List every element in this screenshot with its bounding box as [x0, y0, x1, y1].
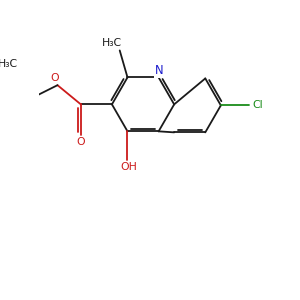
Text: N: N: [155, 64, 164, 77]
Text: H₃C: H₃C: [0, 59, 18, 69]
Text: OH: OH: [120, 162, 137, 172]
Text: Cl: Cl: [252, 100, 263, 110]
Text: O: O: [50, 74, 59, 83]
Text: O: O: [76, 137, 85, 147]
Text: H₃C: H₃C: [102, 38, 122, 48]
